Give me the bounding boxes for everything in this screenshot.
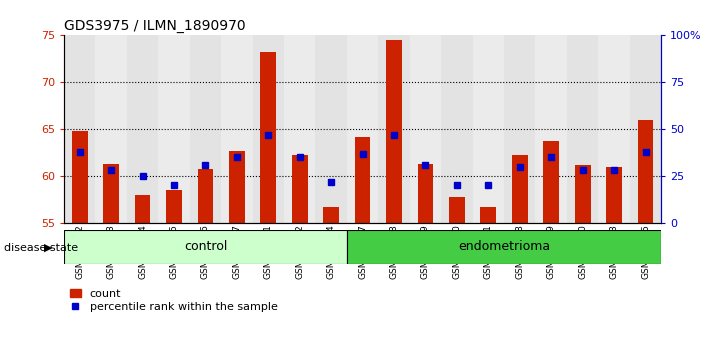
Bar xyxy=(378,35,410,223)
Bar xyxy=(64,230,347,264)
Bar xyxy=(504,35,535,223)
Bar xyxy=(543,141,559,223)
Bar xyxy=(535,35,567,223)
Bar xyxy=(159,35,190,223)
Bar xyxy=(355,137,370,223)
Bar xyxy=(473,35,504,223)
Text: ▶: ▶ xyxy=(44,243,53,253)
Bar xyxy=(134,195,151,223)
Bar xyxy=(190,35,221,223)
Bar xyxy=(599,35,630,223)
Bar xyxy=(198,169,213,223)
Bar xyxy=(417,164,433,223)
Bar xyxy=(512,155,528,223)
Bar xyxy=(347,35,378,223)
Bar xyxy=(252,35,284,223)
Bar xyxy=(72,131,87,223)
Bar xyxy=(449,197,465,223)
Bar xyxy=(64,35,95,223)
Bar xyxy=(638,120,653,223)
Bar xyxy=(606,167,622,223)
Bar xyxy=(567,35,599,223)
Text: control: control xyxy=(183,240,227,253)
Bar xyxy=(481,207,496,223)
Bar xyxy=(324,207,339,223)
Text: disease state: disease state xyxy=(4,243,77,253)
Legend: count, percentile rank within the sample: count, percentile rank within the sample xyxy=(70,289,277,312)
Bar xyxy=(127,35,159,223)
Bar xyxy=(103,164,119,223)
Text: GDS3975 / ILMN_1890970: GDS3975 / ILMN_1890970 xyxy=(64,19,245,33)
Bar xyxy=(95,35,127,223)
Bar xyxy=(347,230,661,264)
Bar xyxy=(386,40,402,223)
Text: endometrioma: endometrioma xyxy=(458,240,550,253)
Bar xyxy=(284,35,316,223)
Bar xyxy=(574,165,591,223)
Bar xyxy=(221,35,252,223)
Bar xyxy=(229,151,245,223)
Bar xyxy=(630,35,661,223)
Bar xyxy=(292,155,308,223)
Bar xyxy=(316,35,347,223)
Bar xyxy=(442,35,473,223)
Bar xyxy=(410,35,442,223)
Bar xyxy=(166,190,182,223)
Bar xyxy=(260,52,276,223)
